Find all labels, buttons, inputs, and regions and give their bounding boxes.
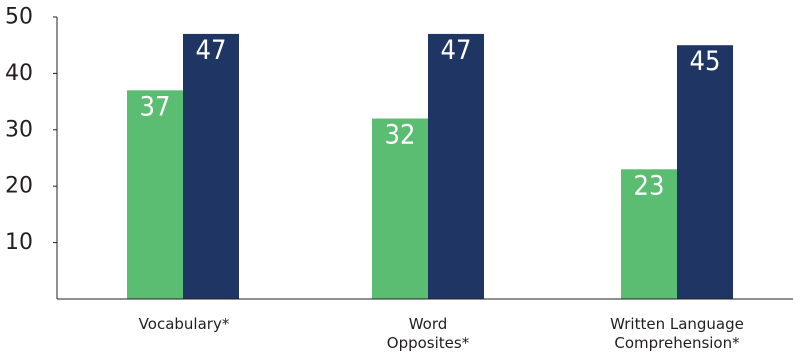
y-tick-label: 20 <box>5 174 33 199</box>
y-axis-ticks: 10 20 30 40 50 <box>5 5 57 255</box>
bar-data-label: 45 <box>690 46 721 77</box>
x-tick-label: Written Language <box>610 315 744 333</box>
bar-data-label: 37 <box>140 91 171 122</box>
y-tick-label: 40 <box>5 61 33 86</box>
bar-green <box>621 169 677 299</box>
x-tick-label: Word <box>409 315 448 333</box>
bar-data-label: 23 <box>634 170 665 201</box>
y-tick-label: 50 <box>5 5 33 30</box>
x-tick-label: Comprehension* <box>614 334 740 352</box>
bar-navy <box>428 33 484 300</box>
y-tick-label: 10 <box>5 230 33 255</box>
bar-navy <box>677 45 733 300</box>
y-tick-label: 30 <box>5 117 33 142</box>
x-tick-label: Vocabulary* <box>139 315 230 333</box>
x-tick-label: Opposites* <box>387 334 470 352</box>
bars: 37 47 32 47 23 45 <box>127 33 733 300</box>
bar-green <box>372 118 428 300</box>
bar-navy <box>183 33 239 300</box>
bar-data-label: 47 <box>441 35 472 66</box>
bar-data-label: 32 <box>385 120 416 151</box>
bar-data-label: 47 <box>196 35 227 66</box>
bar-green <box>127 90 183 299</box>
